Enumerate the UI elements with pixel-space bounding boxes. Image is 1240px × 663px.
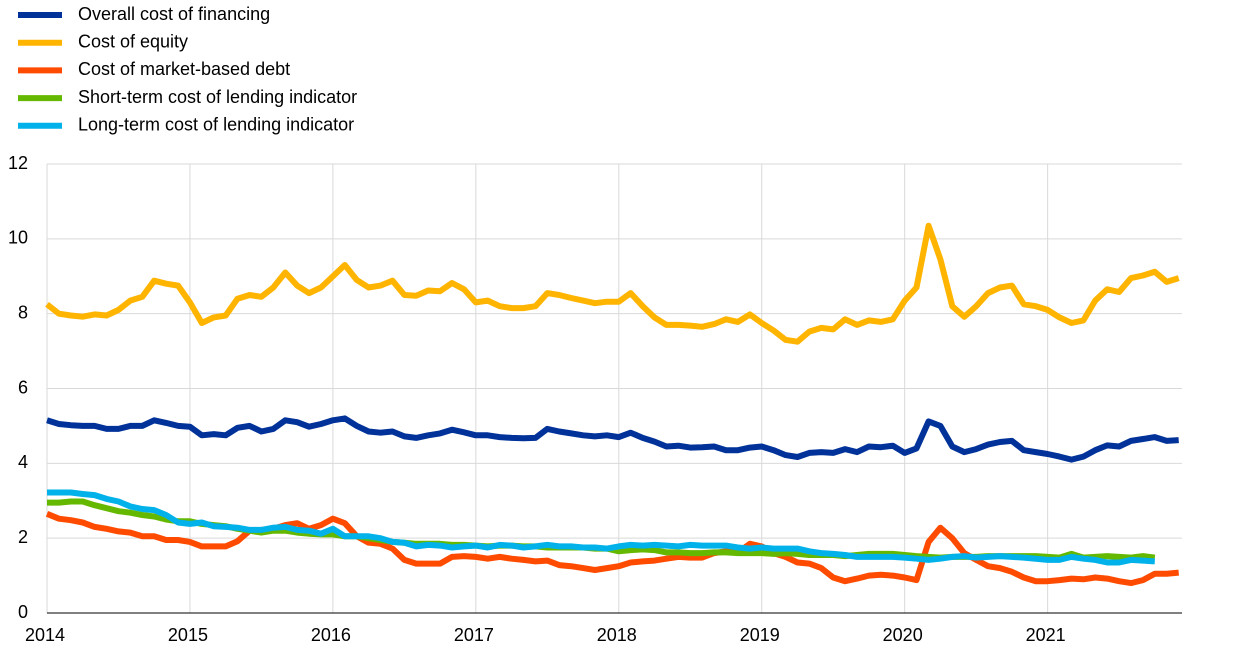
x-tick-label: 2019 (740, 625, 780, 645)
legend-label: Cost of equity (78, 31, 188, 51)
x-tick-label: 2016 (311, 625, 351, 645)
legend-label: Cost of market-based debt (78, 59, 290, 79)
legend-label: Overall cost of financing (78, 4, 270, 24)
y-tick-label: 6 (18, 377, 28, 397)
y-tick-label: 2 (18, 527, 28, 547)
series-line (45, 511, 1179, 587)
lines (45, 222, 1180, 587)
series-line (47, 489, 1156, 566)
series-line (45, 222, 1180, 345)
x-tick-label: 2017 (454, 625, 494, 645)
x-tick-label: 2014 (25, 625, 65, 645)
y-tick-label: 8 (18, 302, 28, 322)
series-line (46, 415, 1179, 463)
y-tick-label: 10 (8, 228, 28, 248)
y-tick-label: 4 (18, 452, 28, 472)
y-tick-label: 12 (8, 153, 28, 173)
legend-label: Long-term cost of lending indicator (78, 115, 354, 135)
x-tick-label: 2021 (1026, 625, 1066, 645)
legend-label: Short-term cost of lending indicator (78, 87, 357, 107)
legend: Overall cost of financing Cost of equity C… (18, 4, 357, 135)
grid: 0 2 4 6 8 10 12 2014 2015 2016 2017 2018 2019 2020 202… (8, 153, 1182, 645)
y-tick-label: 0 (18, 602, 28, 622)
x-tick-label: 2018 (597, 625, 637, 645)
x-tick-label: 2015 (168, 625, 208, 645)
x-tick-label: 2020 (883, 625, 923, 645)
